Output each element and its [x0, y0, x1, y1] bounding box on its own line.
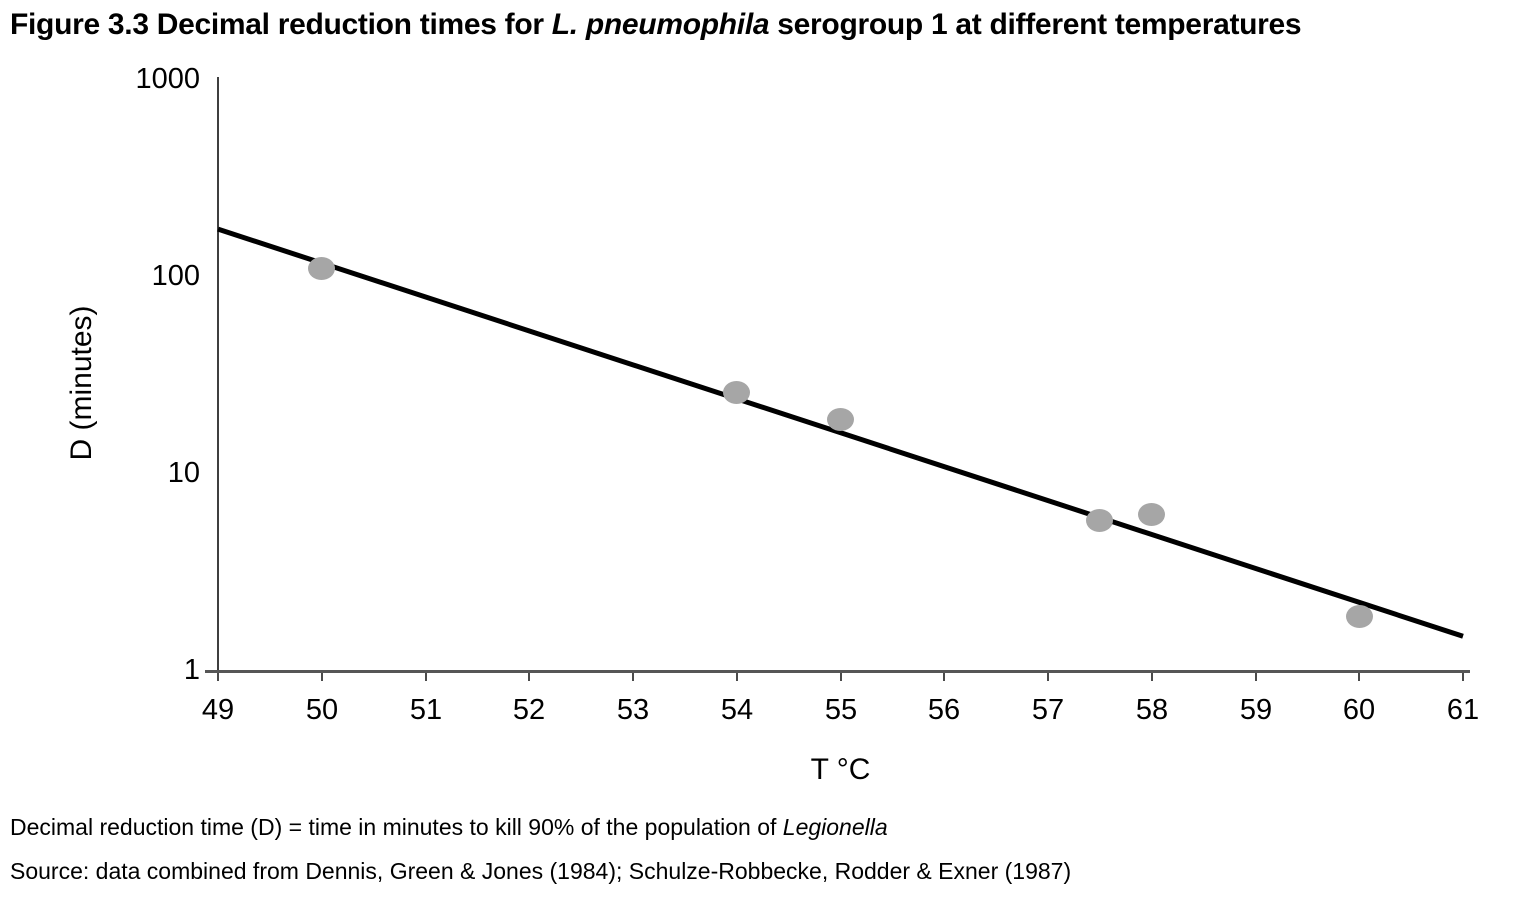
trend-line-svg: [217, 226, 1464, 639]
x-tick-label-50: 50: [305, 694, 339, 726]
x-tick-mark-54: [736, 673, 738, 681]
x-tick-mark-52: [528, 673, 530, 681]
dvalue-chart: D (minutes) 1000 100 10 1 49 50 51 52 53 54 55 56 5…: [65, 63, 1480, 786]
x-tick-label-53: 53: [616, 694, 650, 726]
definition-note-species: Legionella: [782, 814, 888, 840]
x-tick-label-60: 60: [1342, 694, 1376, 726]
y-axis-line: [217, 77, 219, 680]
x-tick-label-58: 58: [1135, 694, 1169, 726]
definition-note-text: Decimal reduction time (D) = time in min…: [10, 814, 783, 840]
x-tick-label-51: 51: [409, 694, 443, 726]
definition-note: Decimal reduction time (D) = time in min…: [10, 814, 1071, 841]
x-tick-label-59: 59: [1239, 694, 1273, 726]
x-tick-mark-49: [217, 673, 219, 681]
x-tick-mark-60: [1358, 673, 1360, 681]
source-note: Source: data combined from Dennis, Green…: [10, 858, 1072, 884]
data-point: [1346, 605, 1373, 628]
x-tick-mark-51: [425, 673, 427, 681]
x-tick-label-49: 49: [201, 694, 235, 726]
x-tick-mark-59: [1255, 673, 1257, 681]
x-axis-line: [205, 670, 1470, 673]
x-tick-mark-57: [1047, 673, 1049, 681]
data-point: [308, 257, 335, 280]
data-point: [1086, 509, 1113, 532]
x-tick-mark-53: [632, 673, 634, 681]
x-tick-label-52: 52: [512, 694, 546, 726]
figure-title-suffix: serogroup 1 at different temperatures: [769, 8, 1302, 41]
y-tick-label-1000: 1000: [135, 63, 200, 95]
figure-notes: Decimal reduction time (D) = time in min…: [10, 814, 1071, 902]
x-tick-mark-56: [943, 673, 945, 681]
plot-area: [217, 80, 1464, 671]
x-tick-label-57: 57: [1031, 694, 1065, 726]
x-tick-label-61: 61: [1446, 694, 1480, 726]
x-tick-label-54: 54: [720, 694, 754, 726]
trend-line: [217, 226, 1464, 639]
x-tick-label-55: 55: [824, 694, 858, 726]
data-point: [723, 381, 750, 404]
x-tick-mark-50: [321, 673, 323, 681]
x-axis-title: T °C: [810, 753, 871, 786]
y-tick-label-100: 100: [151, 260, 200, 292]
data-point: [827, 408, 854, 431]
x-tick-label-56: 56: [927, 694, 961, 726]
figure-title: Figure 3.3 Decimal reduction times for L…: [10, 8, 1302, 42]
y-tick-label-10: 10: [167, 457, 200, 489]
figure-title-species: L. pneumophila: [551, 8, 770, 41]
x-tick-mark-61: [1462, 673, 1464, 681]
x-tick-mark-58: [1151, 673, 1153, 681]
figure-title-prefix: Figure 3.3 Decimal reduction times for: [10, 8, 552, 41]
data-point: [1138, 503, 1165, 526]
y-tick-label-1: 1: [183, 654, 200, 686]
x-tick-mark-55: [840, 673, 842, 681]
